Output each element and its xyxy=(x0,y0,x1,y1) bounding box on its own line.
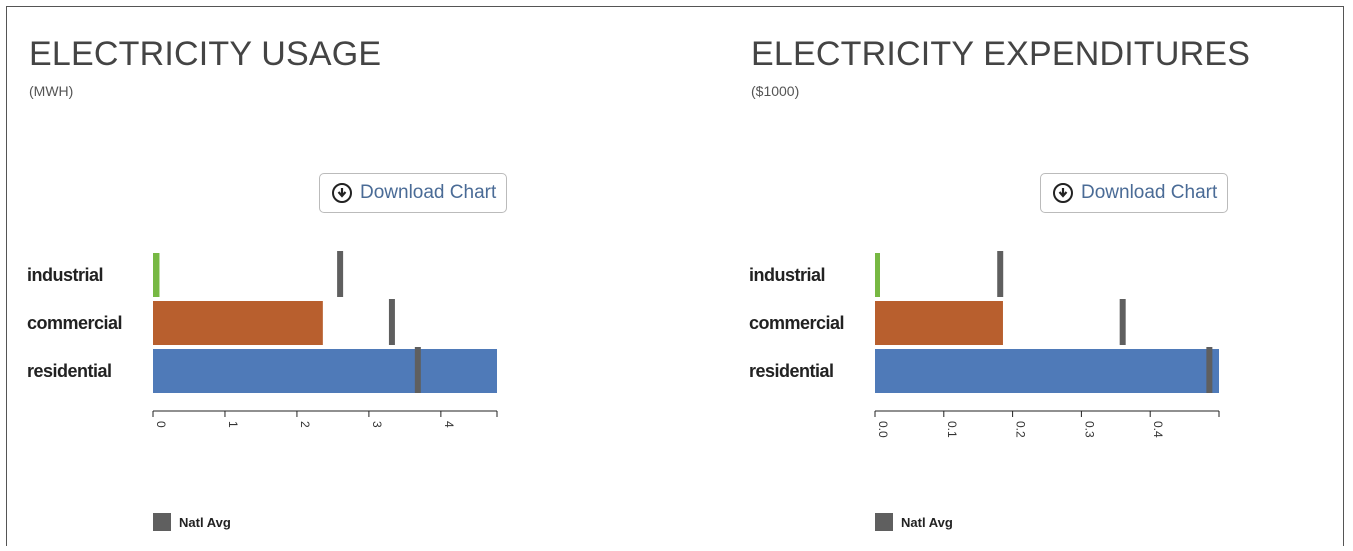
x-tick-label: 0.3 xyxy=(1082,421,1096,438)
legend-label: Natl Avg xyxy=(179,514,231,530)
x-tick-label: 1 xyxy=(226,421,240,428)
legend-label: Natl Avg xyxy=(901,514,953,530)
x-tick-label: 0.0 xyxy=(876,421,890,438)
bar-industrial xyxy=(875,253,880,297)
expenditures-chart-panel: ELECTRICITY EXPENDITURES ($1000) Downloa… xyxy=(729,7,1353,551)
x-tick-label: 0.4 xyxy=(1151,421,1165,438)
category-label: residential xyxy=(749,361,834,381)
chart-legend: Natl Avg xyxy=(875,513,953,531)
natl-avg-marker-industrial xyxy=(337,251,344,297)
natl-avg-marker-commercial xyxy=(388,299,395,345)
usage-chart-panel: ELECTRICITY USAGE (MWH) Download Chart i… xyxy=(7,7,667,551)
natl-avg-marker-commercial xyxy=(1119,299,1126,345)
x-tick-label: 0.1 xyxy=(945,421,959,438)
chart-legend: Natl Avg xyxy=(153,513,231,531)
chart-title: ELECTRICITY USAGE xyxy=(29,35,382,73)
bar-industrial xyxy=(153,253,160,297)
bar-commercial xyxy=(875,301,1003,345)
x-tick-label: 2 xyxy=(298,421,312,428)
category-label: commercial xyxy=(27,313,122,333)
expenditures-bar-chart: industrial commercial residential 0.0 0.1 0.2… xyxy=(749,251,1220,438)
natl-avg-marker-industrial xyxy=(997,251,1004,297)
x-tick-label: 4 xyxy=(442,421,456,428)
download-circle-icon xyxy=(332,183,352,203)
chart-subtitle: (MWH) xyxy=(29,83,74,99)
download-chart-label: Download Chart xyxy=(1081,182,1218,203)
bar-residential xyxy=(153,349,497,393)
bar-commercial xyxy=(153,301,323,345)
download-circle-icon xyxy=(1053,183,1073,203)
x-tick-label: 0.2 xyxy=(1014,421,1028,438)
page-frame: ELECTRICITY USAGE (MWH) Download Chart i… xyxy=(6,6,1344,546)
x-tick-label: 3 xyxy=(370,421,384,428)
legend-swatch xyxy=(875,513,893,531)
natl-avg-marker-residential xyxy=(1206,347,1213,393)
download-chart-button[interactable]: Download Chart xyxy=(319,173,508,213)
x-tick-label: 0 xyxy=(154,421,168,428)
legend-swatch xyxy=(153,513,171,531)
category-label: commercial xyxy=(749,313,844,333)
download-chart-button[interactable]: Download Chart xyxy=(1040,173,1229,213)
chart-subtitle: ($1000) xyxy=(751,83,800,99)
download-chart-label: Download Chart xyxy=(360,182,497,203)
natl-avg-marker-residential xyxy=(414,347,421,393)
bar-residential xyxy=(875,349,1219,393)
category-label: residential xyxy=(27,361,112,381)
usage-bar-chart: industrial commercial residential 0 1 2 3 4 xyxy=(27,251,498,428)
chart-title: ELECTRICITY EXPENDITURES xyxy=(751,35,1251,73)
category-label: industrial xyxy=(27,265,103,285)
category-label: industrial xyxy=(749,265,825,285)
